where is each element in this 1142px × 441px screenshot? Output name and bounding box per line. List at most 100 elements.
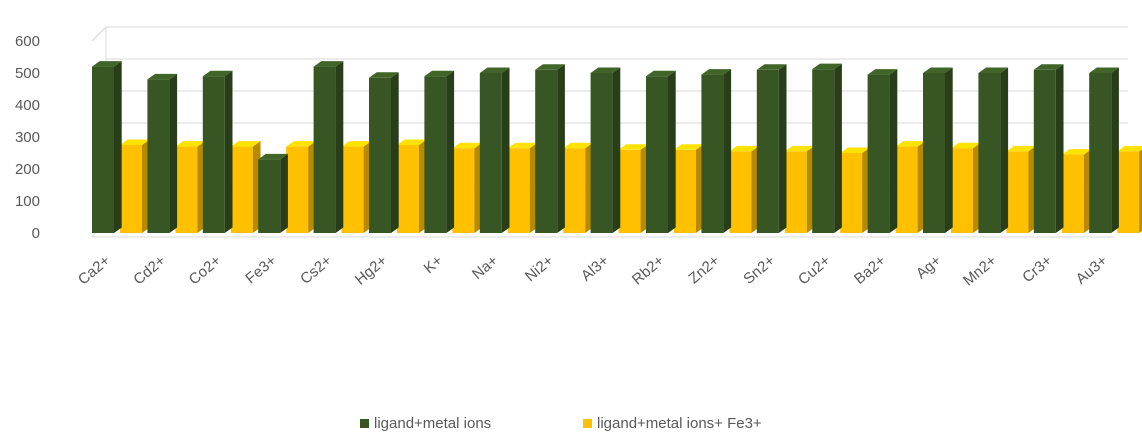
bar-series2-front bbox=[618, 149, 641, 233]
bar-series2-front bbox=[397, 145, 419, 233]
x-tick-label: Al3+ bbox=[578, 252, 612, 285]
bar-series1-front bbox=[147, 79, 170, 234]
bar-series2-front bbox=[452, 148, 475, 233]
bar-series1 bbox=[812, 63, 842, 233]
bar-series1 bbox=[646, 70, 676, 233]
legend-label: ligand+metal ions+ Fe3+ bbox=[597, 415, 762, 432]
bar-series1-side bbox=[778, 64, 787, 233]
bar-series1-front bbox=[202, 76, 225, 233]
legend-item: ligand+metal ions+ Fe3+ bbox=[583, 415, 762, 432]
x-tick-label: Co2+ bbox=[186, 252, 225, 288]
bar-series2 bbox=[286, 141, 316, 233]
bar-series2-top bbox=[120, 139, 150, 145]
x-tick-label: Cr3+ bbox=[1019, 252, 1055, 286]
bar-series2-top bbox=[563, 142, 593, 149]
legend-label: ligand+metal ions bbox=[374, 415, 491, 432]
bar-series1-front bbox=[978, 73, 1001, 233]
bar-layer bbox=[92, 61, 1142, 234]
bar-series1-front bbox=[258, 159, 281, 233]
bar-series2-top bbox=[507, 142, 538, 149]
y-axis-ticks: 0 100 200 300 400 500 600 bbox=[15, 33, 40, 242]
bar-series1-side bbox=[834, 63, 842, 233]
legend: ligand+metal ions ligand+metal ions+ Fe3+ bbox=[360, 415, 762, 432]
bar-series1 bbox=[147, 73, 178, 234]
bar-series2-top bbox=[286, 141, 316, 147]
bar-series2-top bbox=[618, 144, 649, 150]
legend-item: ligand+metal ions bbox=[360, 415, 491, 432]
legend-swatch bbox=[360, 419, 369, 428]
bar-series1-front bbox=[867, 74, 890, 233]
y-tick-label: 500 bbox=[15, 65, 40, 82]
y-tick-label: 200 bbox=[15, 161, 40, 178]
bar-series2 bbox=[840, 147, 870, 233]
x-tick-label: Rb2+ bbox=[629, 252, 668, 288]
bar-series1-front bbox=[756, 69, 779, 233]
bar-series1-side bbox=[1000, 67, 1009, 233]
bar-series1 bbox=[479, 67, 510, 233]
bar-series2 bbox=[1117, 145, 1142, 233]
bar-series2-front bbox=[1117, 151, 1140, 233]
bar-series1-front bbox=[646, 76, 668, 233]
bar-series1-side bbox=[1111, 67, 1119, 233]
bar-series1-side bbox=[723, 69, 732, 233]
bar-series2-front bbox=[120, 145, 142, 233]
bar-series1-side bbox=[945, 67, 953, 233]
bar-series1 bbox=[756, 64, 787, 233]
bar-series1-side bbox=[668, 70, 676, 233]
bar-series1-top bbox=[867, 69, 898, 75]
bar-series1 bbox=[701, 69, 732, 233]
bar-series2-top bbox=[951, 142, 981, 149]
bar-series2-top bbox=[895, 141, 926, 147]
bar-series1-side bbox=[335, 61, 344, 233]
bar-series1-front bbox=[92, 66, 114, 233]
x-tick-label: Ba2+ bbox=[851, 252, 889, 288]
bar-series2-top bbox=[1061, 149, 1092, 155]
bar-series2 bbox=[175, 141, 206, 233]
bar-series1-front bbox=[812, 69, 835, 233]
bar-series2-top bbox=[674, 144, 704, 150]
x-tick-label: Fe3+ bbox=[242, 252, 280, 287]
bar-series1-front bbox=[590, 73, 613, 233]
bar-series2-top bbox=[1117, 145, 1142, 152]
legend-swatch bbox=[583, 419, 592, 428]
bar-series1 bbox=[590, 67, 621, 233]
bar-series2-front bbox=[175, 146, 198, 233]
bar-series2-front bbox=[286, 146, 309, 233]
bar-series2 bbox=[1006, 145, 1037, 233]
bar-series2-top bbox=[840, 147, 870, 153]
bar-series1-top bbox=[812, 63, 842, 70]
x-tick-label: Cu2+ bbox=[795, 252, 834, 288]
bar-series2 bbox=[895, 141, 926, 233]
bar-series2 bbox=[951, 142, 981, 233]
bar-series1-side bbox=[280, 153, 288, 233]
bar-series2-top bbox=[230, 141, 261, 147]
bar-series1-top bbox=[92, 61, 122, 67]
y-tick-label: 400 bbox=[15, 97, 40, 114]
bar-series1 bbox=[867, 69, 898, 233]
bar-series1-front bbox=[424, 76, 447, 233]
bar-series1-top bbox=[756, 64, 787, 70]
bar-series1-side bbox=[1055, 64, 1064, 233]
x-tick-label: Ag+ bbox=[913, 252, 945, 283]
bar-series1-top bbox=[1033, 64, 1064, 70]
bar-series1 bbox=[202, 70, 233, 233]
bar-series2-top bbox=[452, 142, 483, 149]
bar-series2 bbox=[397, 139, 427, 233]
x-tick-label: Cs2+ bbox=[297, 252, 335, 288]
bar-series2 bbox=[563, 142, 593, 233]
x-tick-label: Sn2+ bbox=[740, 252, 778, 288]
bar-series1-front bbox=[1033, 69, 1056, 233]
bar-series1 bbox=[1089, 67, 1119, 233]
bar-series1-side bbox=[446, 70, 455, 233]
bar-series2 bbox=[230, 141, 261, 233]
y-tick-label: 100 bbox=[15, 193, 40, 210]
bar-series2-top bbox=[175, 141, 206, 147]
bar-series1 bbox=[92, 61, 122, 233]
bar-series1-front bbox=[313, 66, 336, 233]
bar-series2-top bbox=[1006, 145, 1037, 152]
bar-series1 bbox=[258, 153, 288, 233]
bar-series2-front bbox=[230, 146, 253, 233]
bar-series1 bbox=[923, 67, 953, 233]
bar-series2-top bbox=[397, 139, 427, 145]
